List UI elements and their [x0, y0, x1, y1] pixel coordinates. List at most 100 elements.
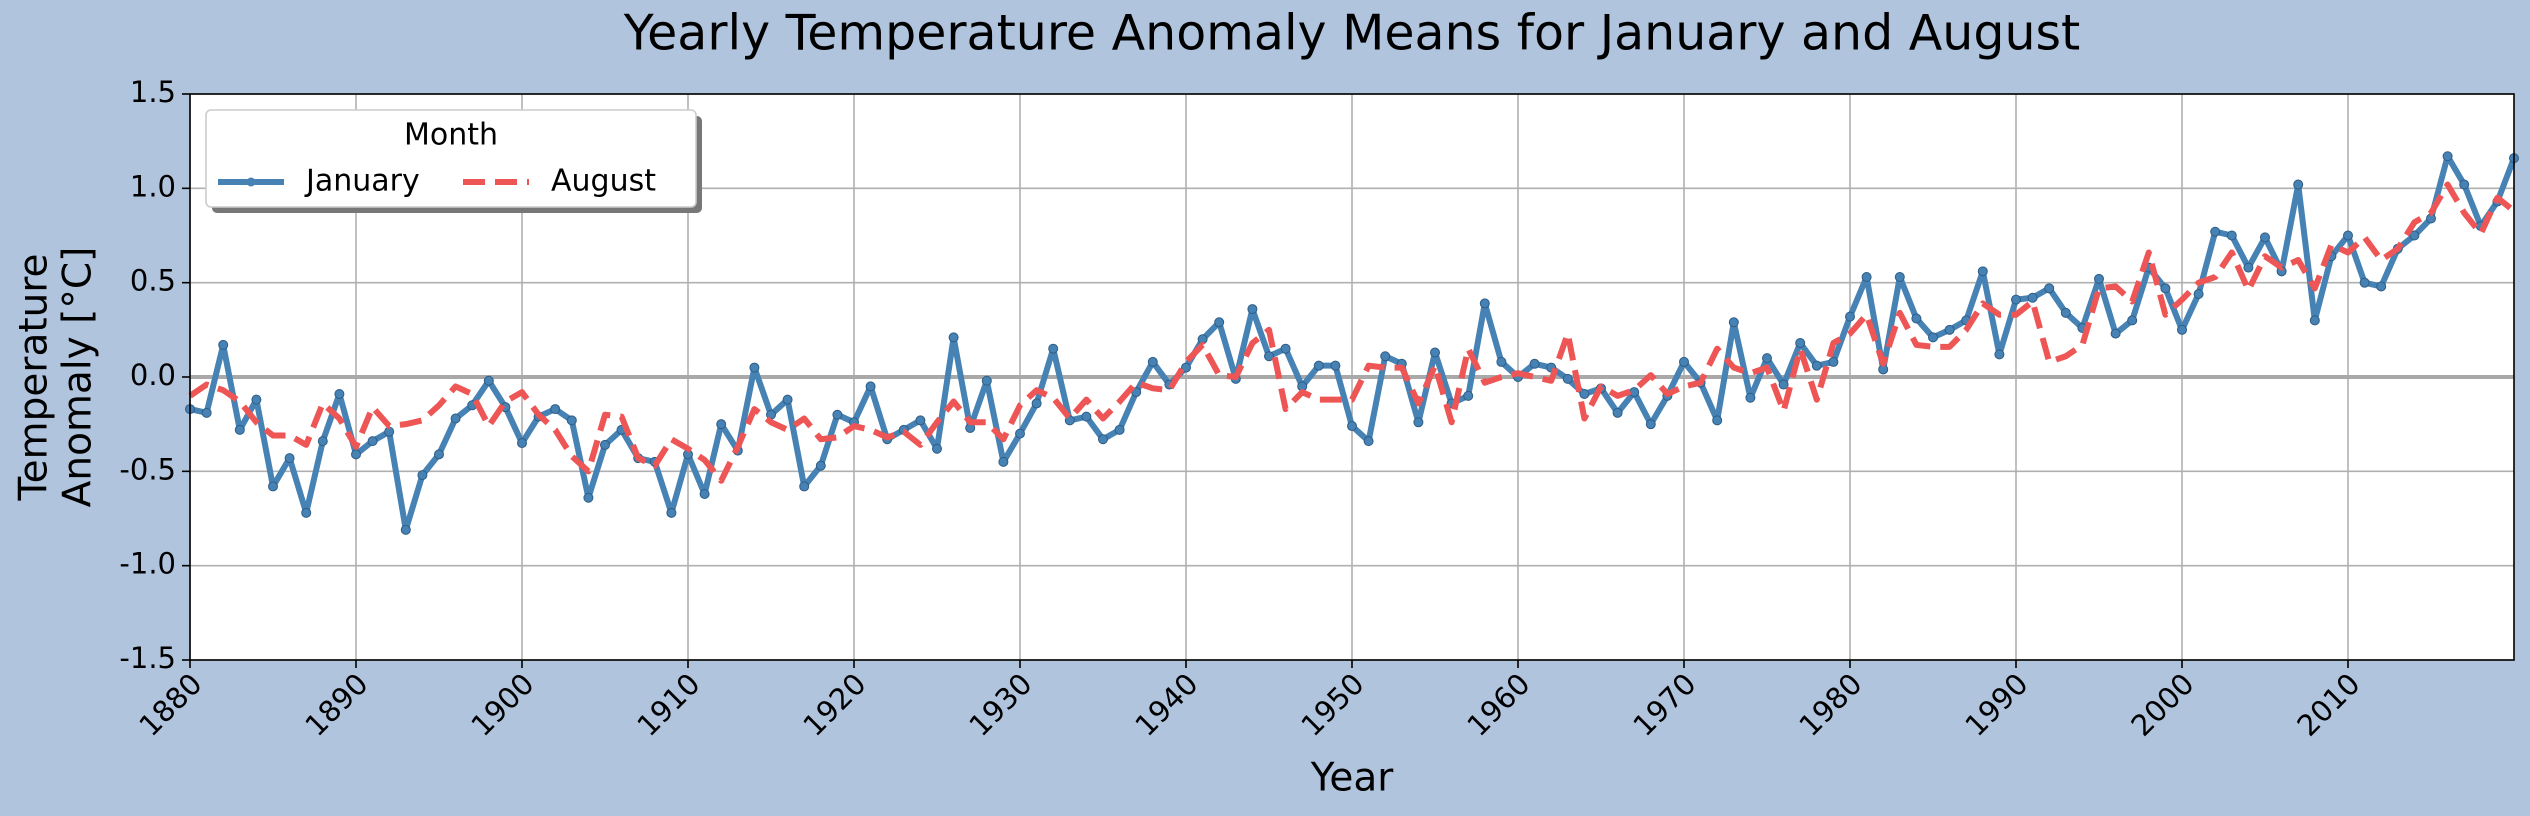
data-point	[2027, 292, 2038, 303]
data-point	[434, 449, 444, 460]
y-tick-label: 0.5	[130, 264, 176, 298]
x-axis-label: Year	[1310, 756, 1395, 801]
data-point	[566, 415, 577, 426]
legend-title: Month	[404, 118, 498, 153]
data-point	[251, 394, 262, 405]
data-point	[799, 481, 810, 492]
data-point	[1911, 313, 1922, 324]
data-point	[2442, 151, 2453, 162]
data-point	[699, 488, 710, 499]
data-point	[666, 507, 677, 518]
plot	[185, 151, 2519, 535]
data-point	[2260, 232, 2270, 243]
legend-box	[205, 109, 697, 208]
data-point	[1048, 343, 1059, 354]
data-point	[351, 449, 361, 460]
chart-title: Yearly Temperature Anomaly Means for Jan…	[623, 5, 2081, 62]
data-point	[1828, 356, 1839, 367]
data-point	[334, 388, 345, 399]
data-point	[218, 339, 229, 350]
data-point	[1181, 362, 1191, 373]
data-point	[400, 524, 411, 535]
data-point	[1712, 415, 1723, 426]
data-point	[815, 460, 826, 471]
data-point	[1894, 272, 1905, 283]
data-point	[1214, 317, 1225, 328]
data-point	[1762, 353, 1772, 364]
data-point	[2060, 307, 2071, 318]
data-point	[1778, 379, 1789, 390]
data-point	[2409, 230, 2420, 241]
data-point	[483, 375, 494, 386]
data-point	[1496, 356, 1507, 367]
data-point	[1928, 332, 1938, 343]
data-point	[1247, 304, 1258, 315]
y-tick-label: 1.5	[130, 75, 176, 109]
data-point	[1015, 428, 1025, 439]
data-point	[1811, 360, 1822, 371]
data-point	[2094, 273, 2104, 284]
data-point	[948, 332, 959, 343]
data-point	[2044, 283, 2055, 294]
y-tick-label: 1.0	[130, 169, 176, 203]
data-point	[268, 481, 278, 492]
y-tick-label: -1.5	[119, 641, 176, 675]
data-point	[367, 436, 378, 447]
data-point	[2193, 288, 2204, 299]
data-point	[782, 394, 793, 405]
data-point	[2160, 283, 2171, 294]
data-point	[1114, 424, 1125, 435]
legend-label: January	[304, 164, 420, 199]
data-point	[1529, 358, 1540, 369]
data-point	[2127, 315, 2138, 326]
data-point	[1745, 392, 1756, 403]
data-point	[2011, 294, 2021, 305]
data-point	[517, 438, 527, 449]
legend: Month January August	[205, 109, 702, 213]
data-point	[1280, 343, 1291, 354]
data-point	[2177, 324, 2187, 335]
data-point	[1944, 324, 1955, 335]
data-point	[1629, 387, 1640, 398]
data-point	[1479, 298, 1490, 309]
data-point	[832, 409, 843, 420]
data-point	[1081, 411, 1092, 422]
data-point	[2343, 230, 2353, 241]
legend-marker	[246, 177, 256, 187]
data-point	[932, 443, 942, 454]
data-point	[201, 407, 212, 418]
data-point	[2359, 277, 2370, 288]
data-point	[1413, 417, 1424, 428]
y-axis-label: Temperature	[12, 253, 57, 501]
data-point	[1679, 356, 1689, 367]
data-point	[301, 507, 312, 518]
data-point	[1463, 390, 1474, 401]
data-point	[234, 424, 245, 435]
data-point	[600, 439, 610, 450]
data-point	[1728, 317, 1739, 328]
data-point	[2110, 328, 2121, 339]
data-point	[1380, 351, 1391, 362]
y-axis-label: Anomaly [°C]	[56, 247, 101, 508]
data-point	[284, 453, 295, 464]
data-point	[1430, 347, 1440, 358]
data-point	[915, 415, 926, 426]
data-point	[450, 413, 461, 424]
data-point	[1562, 373, 1573, 384]
data-point	[1645, 419, 1656, 430]
data-point	[1313, 360, 1324, 371]
data-point	[2459, 179, 2470, 190]
data-point	[865, 381, 876, 392]
y-tick-label: -1.0	[119, 547, 176, 581]
data-point	[1098, 434, 1108, 445]
legend-label: August	[551, 164, 656, 199]
data-point	[1347, 421, 1357, 432]
data-point	[1861, 272, 1872, 283]
data-point	[1845, 311, 1855, 322]
y-tick-label: 0.0	[130, 358, 176, 392]
data-point	[1147, 356, 1158, 367]
y-tick-label: -0.5	[119, 452, 176, 486]
data-point	[716, 419, 727, 430]
